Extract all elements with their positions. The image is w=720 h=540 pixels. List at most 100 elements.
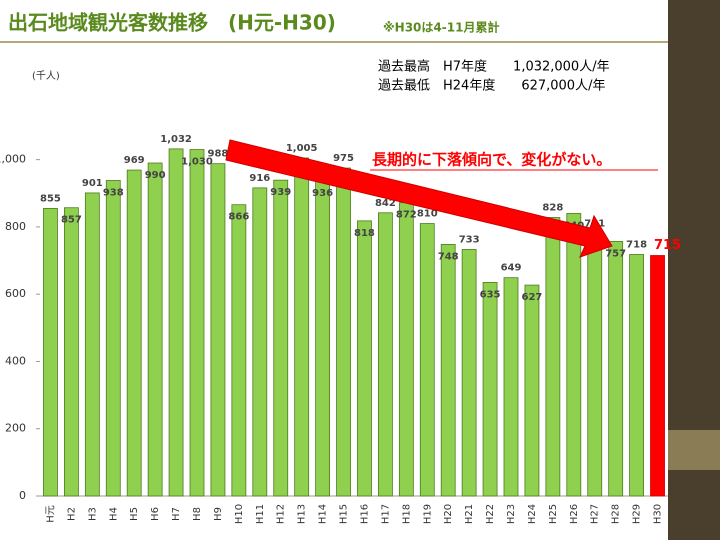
bar [608,240,624,497]
x-tick-label: H16 [359,504,370,524]
x-tick-label: H9 [213,507,224,521]
bar [315,180,331,497]
x-tick-label: H11 [255,504,266,524]
bar [398,202,414,497]
data-label: 718 [626,239,647,250]
data-label: 1,032 [160,134,192,145]
bar [377,212,393,497]
x-tick-label: H24 [527,504,538,524]
y-tick-label: 1,000 [0,153,26,166]
data-label: 939 [270,187,291,198]
x-tick-label: H14 [318,504,329,524]
data-label: 988 [207,149,228,160]
bar [147,162,163,497]
chart-subtitle: ※H30は4-11月累計 [383,20,499,35]
x-tick-label: H18 [401,504,412,524]
data-label: 810 [417,209,438,220]
x-tick-label: H20 [443,504,454,524]
data-label: 1,005 [286,143,318,154]
x-tick-label: H21 [464,504,475,524]
annotation: 長期的に下落傾向で、変化がない。 [372,151,611,169]
data-label: 857 [61,215,82,226]
data-label: 969 [124,155,145,166]
y-tick-label: 600 [5,287,26,300]
bar [524,284,540,497]
x-tick-label: H10 [234,504,245,524]
bar [294,157,310,497]
x-tick-label: H元 [45,505,56,523]
x-tick-label: H28 [611,504,622,524]
data-label: 1,030 [181,157,213,168]
data-label: 866 [228,212,249,223]
bar [168,148,184,497]
x-tick-label: H25 [548,504,559,524]
bar [189,149,205,497]
info-line: 過去最高 H7年度 1,032,000人/年 [378,59,610,75]
bar [629,254,644,497]
x-tick-label: H6 [150,507,161,521]
x-tick-label: H7 [171,507,182,521]
bar [566,213,582,497]
bar [440,243,456,497]
x-tick-label: H23 [506,504,517,524]
y-tick-label: 400 [5,354,26,367]
bar [336,167,351,497]
bar [503,277,519,497]
x-tick-label: H27 [590,504,601,524]
bar [84,192,100,497]
bar [210,163,226,497]
x-tick-label: H17 [380,504,391,524]
data-label: 855 [40,193,61,204]
x-tick-label: H3 [87,507,98,521]
data-label: 936 [312,188,333,199]
data-label: 635 [480,289,501,300]
data-label: 818 [354,228,375,239]
data-label: 649 [501,263,522,274]
bar [482,282,498,497]
x-tick-label: H13 [297,504,308,524]
bar [273,179,289,497]
data-label: 901 [82,178,103,189]
bar [357,220,372,497]
data-label: 748 [438,251,459,262]
trend-arrow [225,139,613,258]
chart-title: 出石地域観光客数推移 (H元-H30) [8,11,336,35]
y-tick-label: 0 [19,489,26,502]
bar [126,169,142,497]
bar [252,187,268,497]
data-label: 872 [396,210,417,221]
bar [650,255,665,497]
plot: 0 200 400 600 800 1,000 H元 855 H2 857 H3 901 H4 938 H5… [0,134,668,524]
data-label: 733 [459,234,480,245]
bar [43,208,58,497]
bar [231,204,247,497]
y-tick-label: 800 [5,220,26,233]
x-tick-label: H4 [108,507,119,521]
data-label: 842 [375,198,396,209]
x-tick-label: H30 [653,504,664,524]
data-label: 627 [521,292,542,303]
x-tick-label: H8 [192,507,203,521]
x-tick-label: H29 [632,504,643,524]
unit-label: (千人) [32,70,60,82]
y-tick-label: 200 [5,422,26,435]
bar [64,207,79,497]
bar [419,223,435,497]
data-label: 938 [103,187,124,198]
side-band [668,430,720,470]
bar [461,249,477,497]
x-tick-label: H15 [339,504,350,524]
x-tick-label: H12 [276,504,287,524]
bar [587,232,603,497]
x-tick-label: H5 [129,507,140,521]
data-label: 757 [605,248,626,259]
x-tick-label: H19 [422,504,433,524]
x-tick-label: H2 [66,507,77,521]
data-label: 828 [542,202,563,213]
x-tick-label: H26 [569,504,580,524]
data-label: 990 [145,170,166,181]
data-label: 715 [654,238,681,253]
bar [545,217,561,497]
